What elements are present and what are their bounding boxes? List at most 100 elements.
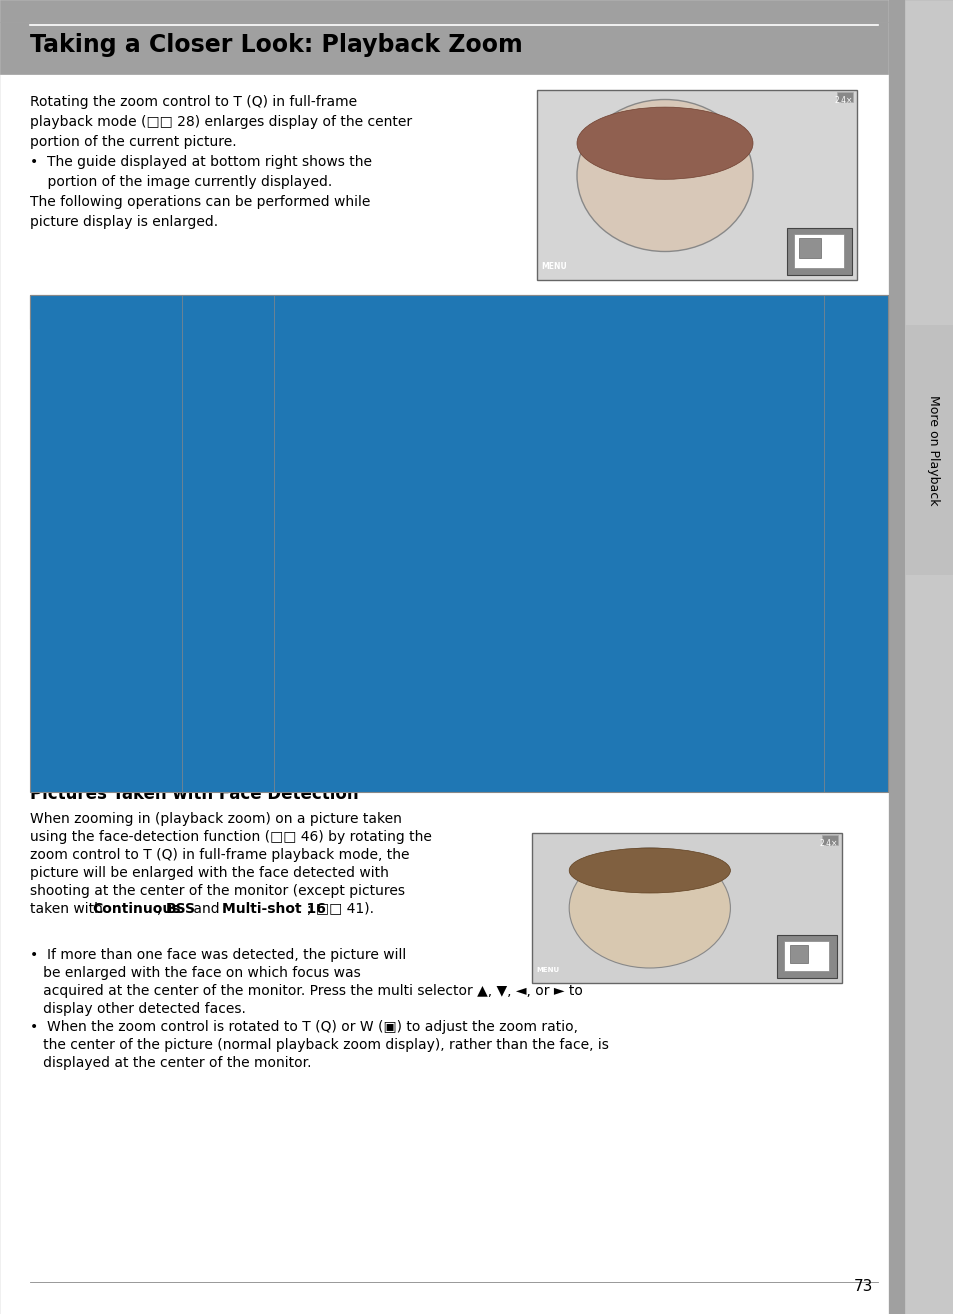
Text: Taking a Closer Look: Playback Zoom: Taking a Closer Look: Playback Zoom xyxy=(30,33,522,57)
Text: OK: OK xyxy=(220,515,235,526)
Ellipse shape xyxy=(193,480,262,561)
Text: The following operations can be performed while: The following operations can be performe… xyxy=(30,194,370,209)
Bar xyxy=(30,328,887,381)
Text: picture display is enlarged.: picture display is enlarged. xyxy=(30,215,218,229)
Bar xyxy=(0,22,887,74)
Text: Zoom in: Zoom in xyxy=(38,348,101,361)
Text: using the face-detection function (□□ 46) by rotating the: using the face-detection function (□□ 46… xyxy=(30,830,432,844)
Text: acquired at the center of the monitor. Press the multi selector ▲, ▼, ◄, or ► to: acquired at the center of the monitor. P… xyxy=(30,984,582,999)
Bar xyxy=(30,568,887,625)
Text: contain only the portion visible in the monitor.: contain only the portion visible in the … xyxy=(282,656,602,670)
Text: picture will be enlarged with the face detected with: picture will be enlarged with the face d… xyxy=(30,866,389,880)
Text: button.: button. xyxy=(282,738,332,753)
Text: Switch to full-
frame playback: Switch to full- frame playback xyxy=(38,581,158,614)
Text: displayed at the center of the monitor.: displayed at the center of the monitor. xyxy=(30,1056,312,1070)
Bar xyxy=(789,945,807,963)
Text: Switch to
shooting mode: Switch to shooting mode xyxy=(38,721,154,754)
Text: Continuous: Continuous xyxy=(91,901,180,916)
Text: rotated to W (▣). When the magnification ratio: rotated to W (▣). When the magnification… xyxy=(282,413,609,426)
Text: Zoom increases each time the zoom control is: Zoom increases each time the zoom contro… xyxy=(282,340,602,353)
Ellipse shape xyxy=(577,100,752,251)
Text: ⚡: ⚡ xyxy=(224,498,232,509)
Text: Pictures Taken with Face Detection: Pictures Taken with Face Detection xyxy=(30,784,358,803)
Text: OK: OK xyxy=(217,590,238,603)
Text: Press the ⓀⓀ button.: Press the ⓀⓀ button. xyxy=(282,590,421,604)
Text: ◄: ◄ xyxy=(196,514,206,527)
Bar xyxy=(786,229,851,275)
Circle shape xyxy=(208,577,248,618)
Text: and: and xyxy=(189,901,224,916)
Bar xyxy=(30,625,887,685)
Text: reaches 1×, the display returns to full-frame: reaches 1×, the display returns to full-… xyxy=(282,428,591,442)
Text: T (Q): T (Q) xyxy=(207,347,249,363)
Bar xyxy=(213,695,243,717)
Bar xyxy=(904,0,953,1314)
Bar xyxy=(223,691,233,699)
Text: •  The guide displayed at bottom right shows the: • The guide displayed at bottom right sh… xyxy=(30,155,372,170)
Text: –: – xyxy=(852,348,859,361)
Text: 2.4×: 2.4× xyxy=(834,96,853,105)
Text: ◄: ◄ xyxy=(207,520,213,530)
Text: ; □□ 41).: ; □□ 41). xyxy=(307,901,374,916)
Text: MENU: MENU xyxy=(336,640,383,654)
Text: 9: 9 xyxy=(851,514,860,527)
Text: ▼: ▼ xyxy=(223,544,233,557)
Bar xyxy=(821,834,837,845)
Text: •  When the zoom control is rotated to T (Q) or W (▣) to adjust the zoom ratio,: • When the zoom control is rotated to T … xyxy=(30,1020,578,1034)
Text: 28: 28 xyxy=(846,731,864,745)
Bar xyxy=(537,89,856,280)
Text: portion of the image currently displayed.: portion of the image currently displayed… xyxy=(30,175,332,189)
Text: More on Playback: More on Playback xyxy=(926,394,940,506)
Text: 106: 106 xyxy=(841,648,868,662)
Circle shape xyxy=(212,505,244,536)
Ellipse shape xyxy=(577,108,752,179)
Text: View other areas
of picture: View other areas of picture xyxy=(38,505,172,536)
Text: rotated to T (Q), to a maximum of 10×.: rotated to T (Q), to a maximum of 10×. xyxy=(282,356,556,371)
Bar xyxy=(836,92,852,102)
Text: MENU: MENU xyxy=(200,646,255,664)
Bar xyxy=(783,941,828,971)
Text: the display area to other areas of the picture.: the display area to other areas of the p… xyxy=(282,522,598,536)
Bar xyxy=(532,833,841,983)
Text: playback mode (□□ 28) enlarges display of the center: playback mode (□□ 28) enlarges display o… xyxy=(30,116,412,129)
Ellipse shape xyxy=(569,848,730,968)
Bar xyxy=(776,936,836,978)
Text: To: To xyxy=(97,305,114,319)
Text: 73: 73 xyxy=(853,1279,872,1294)
Text: Zoom out: Zoom out xyxy=(38,420,112,434)
Text: MENU: MENU xyxy=(540,261,566,271)
Text: ▼: ▼ xyxy=(218,740,237,763)
Text: □□: □□ xyxy=(842,305,868,319)
Text: the center of the picture (normal playback zoom display), rather than the face, : the center of the picture (normal playba… xyxy=(30,1038,608,1053)
Text: taken with: taken with xyxy=(30,901,107,916)
Bar xyxy=(30,473,887,568)
Text: shooting at the center of the monitor (except pictures: shooting at the center of the monitor (e… xyxy=(30,884,405,897)
Text: Press the ■ button or the shutter-release: Press the ■ button or the shutter-releas… xyxy=(282,723,567,737)
Text: ►: ► xyxy=(242,514,249,523)
Text: Zoom decreases each time the zoom control is: Zoom decreases each time the zoom contro… xyxy=(282,396,607,410)
Text: zoom control to T (Q) in full-frame playback mode, the: zoom control to T (Q) in full-frame play… xyxy=(30,848,409,862)
Text: be enlarged with the face on which focus was: be enlarged with the face on which focus… xyxy=(30,966,360,980)
Text: BSS: BSS xyxy=(166,901,195,916)
Bar xyxy=(904,325,953,576)
Bar xyxy=(30,296,887,328)
Text: Use: Use xyxy=(213,305,242,319)
Ellipse shape xyxy=(569,848,730,894)
Text: Press the multi selector ▲, ▼, ◄, or ► to move: Press the multi selector ▲, ▼, ◄, or ► t… xyxy=(282,506,598,519)
Text: button to crop current picture to: button to crop current picture to xyxy=(369,640,598,654)
Text: Multi-shot 16: Multi-shot 16 xyxy=(222,901,326,916)
Text: Crop picture: Crop picture xyxy=(38,648,135,662)
Text: portion of the current picture.: portion of the current picture. xyxy=(30,135,236,148)
Bar xyxy=(30,296,887,792)
Text: MENU: MENU xyxy=(536,967,558,972)
Text: ▲: ▲ xyxy=(223,484,233,497)
Bar xyxy=(799,238,821,258)
Text: ►: ► xyxy=(250,514,259,527)
Bar xyxy=(793,234,843,268)
Text: •  If more than one face was detected, the picture will: • If more than one face was detected, th… xyxy=(30,947,406,962)
Text: When zooming in (playback zoom) on a picture taken: When zooming in (playback zoom) on a pic… xyxy=(30,812,401,827)
Text: 28: 28 xyxy=(846,590,864,604)
Text: Rotating the zoom control to T (Q) in full-frame: Rotating the zoom control to T (Q) in fu… xyxy=(30,95,356,109)
Text: playback mode.: playback mode. xyxy=(282,444,393,459)
Text: display other detected faces.: display other detected faces. xyxy=(30,1003,246,1016)
